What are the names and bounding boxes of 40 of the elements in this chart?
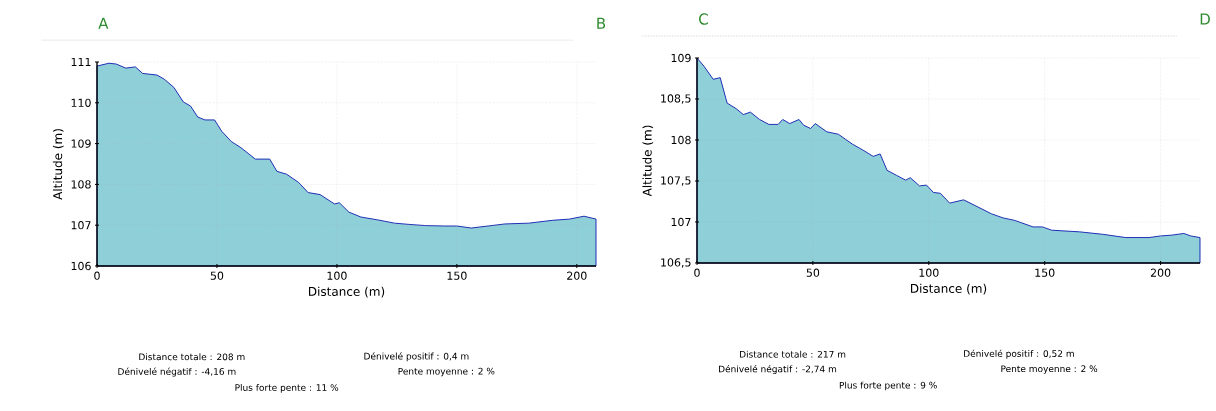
y-tick-label: 108 — [71, 180, 91, 189]
text: A — [98, 17, 109, 29]
y-tick-label: 108 — [671, 135, 691, 145]
y-tick-label: 108,5 — [661, 94, 691, 104]
x-axis-title: Distance (m) — [911, 283, 987, 295]
y-tick-label: 111 — [71, 57, 91, 66]
y-tick-label: 106,5 — [661, 258, 691, 268]
y-tick-label: 106 — [71, 261, 91, 271]
x-tick-label: 50 — [806, 268, 820, 277]
y-tick-label: 107 — [71, 221, 91, 230]
x-tick-label: 0 — [94, 271, 100, 280]
text: Dénivelé positif : 0,4 m — [364, 352, 469, 362]
text: Distance totale : 208 m — [139, 353, 245, 361]
x-tick-label: 100 — [919, 268, 939, 277]
x-tick-label: 200 — [567, 271, 587, 280]
y-tick-label: 109 — [71, 139, 91, 148]
x-axis-title: Distance (m) — [309, 286, 385, 298]
text: Distance totale : 217 m — [740, 350, 846, 358]
text: Plus forte pente : 11 % — [235, 384, 339, 393]
x-tick-label: 100 — [327, 271, 347, 280]
text: Plus forte pente : 9 % — [839, 381, 937, 391]
x-tick-label: 150 — [447, 271, 467, 280]
x-tick-label: 50 — [210, 271, 224, 280]
text: Pente moyenne : 2 % — [1001, 365, 1098, 374]
y-tick-label: 107 — [671, 217, 691, 227]
text: D — [1200, 13, 1210, 25]
text: B — [597, 17, 606, 29]
y-tick-label: 109 — [671, 53, 691, 63]
y-axis-title: Altitude (m) — [52, 129, 64, 200]
text: Dénivelé négatif : -4,16 m — [118, 367, 236, 377]
text: Dénivelé négatif : -2,74 m — [719, 365, 837, 375]
x-tick-label: 0 — [694, 268, 700, 277]
y-tick-label: 107,5 — [661, 176, 691, 186]
text: Dénivelé positif : 0,52 m — [964, 349, 1074, 359]
x-tick-label: 150 — [1035, 268, 1055, 277]
y-axis-title: Altitude (m) — [642, 125, 654, 197]
y-tick-label: 110 — [71, 98, 91, 107]
text: C — [699, 13, 708, 25]
text: Pente moyenne : 2 % — [398, 367, 495, 377]
x-tick-label: 200 — [1150, 268, 1171, 277]
